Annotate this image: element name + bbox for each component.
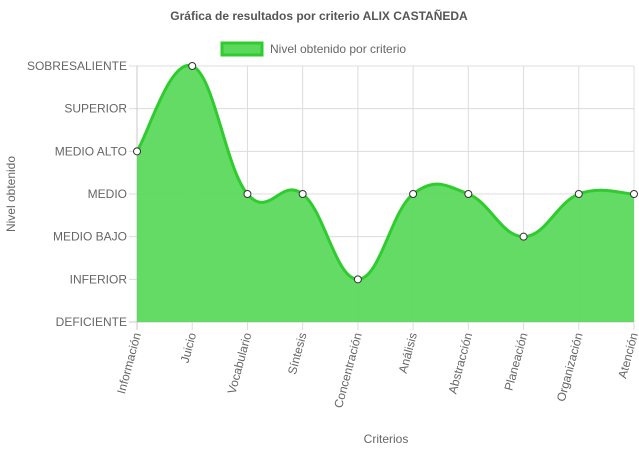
data-point[interactable] (188, 62, 197, 70)
x-tick-label: Información (114, 331, 144, 395)
data-point[interactable] (243, 190, 252, 198)
y-tick-label: SUPERIOR (64, 102, 127, 116)
data-point[interactable] (409, 190, 418, 198)
y-tick-label: MEDIO ALTO (55, 144, 127, 158)
x-tick-label: Juicio (178, 331, 200, 365)
x-tick-label: Atención (615, 331, 639, 380)
x-tick-label: Concentración (331, 331, 365, 409)
chart-title: Gráfica de resultados por criterio ALIX … (170, 8, 468, 23)
y-tick-label: MEDIO (88, 187, 127, 201)
legend[interactable]: Nivel obtenido por criterio (220, 41, 406, 57)
area-fill (137, 65, 634, 322)
legend-swatch (220, 41, 264, 57)
x-tick-label: Planeación (502, 331, 531, 392)
data-point[interactable] (133, 147, 141, 156)
x-tick-label: Síntesis (285, 331, 310, 376)
legend-label: Nivel obtenido por criterio (270, 42, 406, 56)
data-point[interactable] (574, 190, 583, 198)
data-points (133, 62, 638, 284)
data-point[interactable] (630, 190, 638, 198)
x-axis-title: Criterios (364, 432, 409, 446)
y-axis-ticks: DEFICIENTE INFERIOR MEDIO BAJO MEDIO MEDIO A… (27, 59, 127, 329)
x-tick-label: Análisis (396, 331, 420, 375)
x-tick-label: Vocabulario (225, 331, 255, 396)
data-point[interactable] (298, 190, 307, 198)
y-tick-label: DEFICIENTE (56, 315, 127, 329)
y-tick-label: MEDIO BAJO (53, 230, 127, 244)
data-point[interactable] (464, 190, 473, 198)
y-tick-label: SOBRESALIENTE (27, 59, 127, 73)
data-point[interactable] (519, 232, 528, 241)
y-tick-label: INFERIOR (70, 272, 128, 286)
data-point[interactable] (353, 275, 362, 284)
x-tick-label: Abstracción (445, 331, 475, 395)
x-axis-ticks: Información Juicio Vocabulario Síntesis Conc… (114, 331, 639, 410)
y-axis-title: Nivel obtenido (4, 156, 18, 232)
x-tick-label: Organización (554, 331, 586, 403)
